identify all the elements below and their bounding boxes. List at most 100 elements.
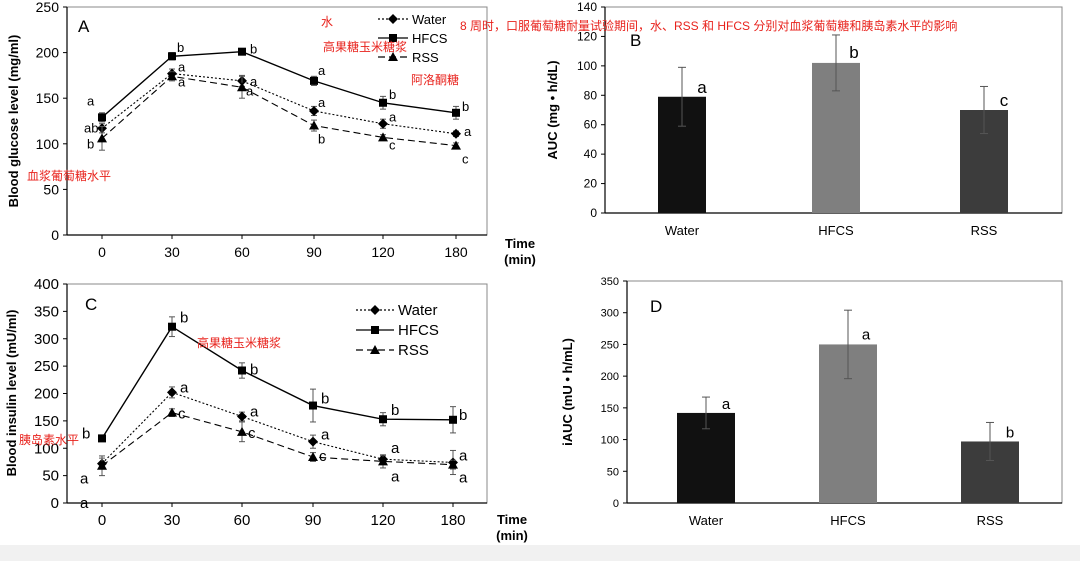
data-point-hfcs xyxy=(98,434,106,443)
data-point-hfcs xyxy=(309,401,317,410)
y-axis-title: Blood glucose level (mg/ml) xyxy=(6,35,21,208)
y-tick-label: 20 xyxy=(584,177,598,191)
x-category-label: RSS xyxy=(977,513,1004,528)
data-point-water xyxy=(237,411,247,422)
data-point-hfcs xyxy=(168,52,176,61)
significance-letter: a xyxy=(318,95,326,110)
significance-letter: a xyxy=(80,495,89,512)
significance-letter: ab xyxy=(84,120,98,135)
x-category-label: HFCS xyxy=(830,513,866,528)
significance-letter: a xyxy=(321,427,330,444)
data-point-water xyxy=(167,387,177,398)
data-point-hfcs xyxy=(310,76,318,85)
y-tick-label: 100 xyxy=(34,440,59,457)
panel-d-bar-chart: 0 50 100 150 200 250 300 350 iAUC (mU • h/mL) Da W… xyxy=(560,276,1063,528)
data-point-rss xyxy=(309,120,319,130)
y-tick-label: 0 xyxy=(590,206,597,220)
y-tick-label: 0 xyxy=(613,498,619,510)
y-axis-title: AUC (mg • h/dL) xyxy=(545,60,560,159)
caption-annotation: 8 周时，口服葡萄糖耐量试验期间，水、RSS 和 HFCS 分别对血浆葡萄糖和胰… xyxy=(460,18,957,33)
x-tick-label: 90 xyxy=(305,512,322,529)
significance-letter: b xyxy=(849,43,858,62)
series-line-rss xyxy=(101,75,457,147)
legend-marker xyxy=(388,14,398,24)
data-point-rss xyxy=(308,452,318,462)
x-category-label: RSS xyxy=(971,223,998,238)
data-point-rss xyxy=(97,133,107,143)
significance-letter: a xyxy=(697,78,707,97)
significance-letter: b xyxy=(250,42,257,57)
panel-letter: C xyxy=(85,295,97,314)
y-tick-label: 150 xyxy=(601,403,619,415)
data-point-rss xyxy=(167,407,177,417)
significance-letter: a xyxy=(862,326,871,343)
data-point-water xyxy=(309,105,319,116)
significance-letter: b xyxy=(318,132,325,147)
significance-letter: a xyxy=(178,74,186,89)
y-tick-label: 120 xyxy=(577,29,597,43)
legend-marker xyxy=(371,326,379,334)
legend-label: HFCS xyxy=(412,31,448,46)
significance-letter: b xyxy=(87,136,94,151)
significance-letter: a xyxy=(246,83,254,98)
data-point-hfcs xyxy=(379,415,387,424)
y-axis-title: Blood insulin level (mU/ml) xyxy=(4,310,19,477)
significance-letter: c xyxy=(462,152,469,167)
panel-letter: A xyxy=(78,17,90,36)
data-point-hfcs xyxy=(452,108,460,117)
y-tick-label: 200 xyxy=(36,45,60,61)
y-tick-label: 0 xyxy=(51,227,59,243)
significance-letter: a xyxy=(391,440,400,457)
significance-letter: a xyxy=(180,379,189,396)
significance-letter: a xyxy=(250,403,259,420)
y-tick-label: 0 xyxy=(51,495,59,512)
hfcs-cn-annotation: 高果糖玉米糖浆 xyxy=(323,39,407,54)
y-tick-label: 350 xyxy=(34,303,59,320)
panel-letter: D xyxy=(650,297,662,316)
y-tick-label: 350 xyxy=(601,276,619,288)
data-point-hfcs xyxy=(238,366,246,375)
y-tick-label: 250 xyxy=(34,358,59,375)
legend-marker xyxy=(388,52,398,61)
x-tick-label: 30 xyxy=(164,244,180,260)
series-line-water xyxy=(101,391,454,464)
x-tick-label: 0 xyxy=(98,512,106,529)
significance-letter: b xyxy=(389,87,396,102)
legend-label: RSS xyxy=(398,342,429,359)
data-point-water xyxy=(378,118,388,129)
y-tick-label: 250 xyxy=(601,339,619,351)
data-point-rss xyxy=(237,426,247,436)
x-tick-label: 120 xyxy=(371,244,395,260)
data-point-rss xyxy=(97,460,107,470)
significance-letter: c xyxy=(319,448,327,465)
data-point-hfcs xyxy=(98,113,106,122)
rss-cn-annotation: 阿洛酮糖 xyxy=(411,72,459,87)
y-tick-label: 200 xyxy=(34,386,59,403)
x-axis-title: (min) xyxy=(496,528,528,543)
data-point-hfcs xyxy=(449,415,457,424)
legend-marker xyxy=(370,345,380,354)
y-tick-label: 60 xyxy=(584,118,598,132)
significance-letter: b xyxy=(177,40,184,55)
data-point-hfcs xyxy=(238,47,246,56)
x-category-label: HFCS xyxy=(818,223,854,238)
bottom-strip xyxy=(0,545,1080,561)
data-point-rss xyxy=(378,456,388,466)
insulin-cn-annotation: 胰岛素水平 xyxy=(19,432,79,447)
x-tick-label: 0 xyxy=(98,244,106,260)
legend-marker xyxy=(370,305,380,315)
x-axis-title: Time xyxy=(497,512,527,527)
significance-letter: c xyxy=(248,425,256,442)
y-tick-label: 300 xyxy=(34,331,59,348)
y-tick-label: 200 xyxy=(601,371,619,383)
data-point-rss xyxy=(237,82,247,92)
x-category-label: Water xyxy=(689,513,724,528)
x-tick-label: 60 xyxy=(234,244,250,260)
x-axis-title: Time xyxy=(505,236,535,251)
data-point-rss xyxy=(167,71,177,81)
glucose-cn-annotation: 血浆葡萄糖水平 xyxy=(27,168,111,183)
significance-letter: a xyxy=(250,74,258,89)
y-tick-label: 150 xyxy=(34,413,59,430)
legend-label: HFCS xyxy=(398,322,439,339)
